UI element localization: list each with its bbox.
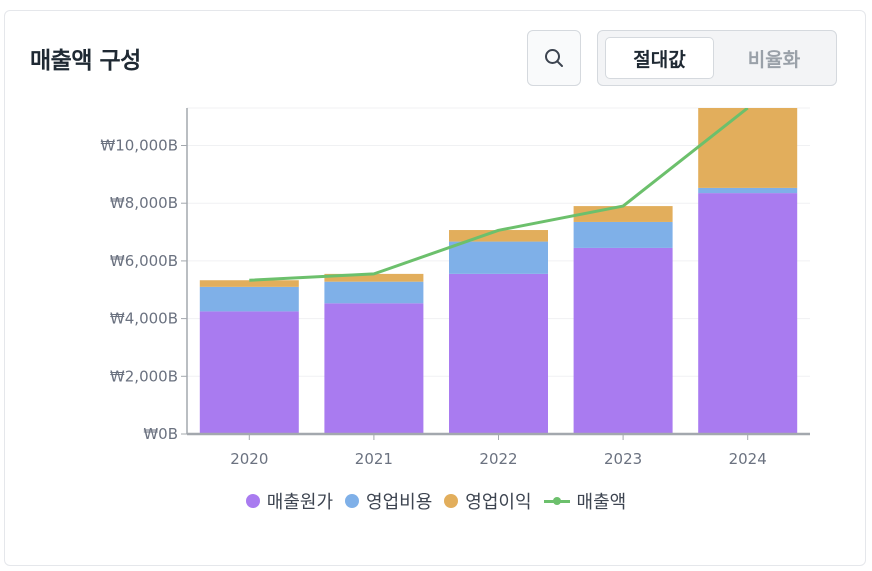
bar-profit <box>449 230 548 242</box>
bar-profit <box>199 280 299 287</box>
bar-profit <box>324 273 424 282</box>
chart-legend: 매출원가 영업비용 영업이익 매출액 <box>0 488 872 514</box>
legend-marker-cost <box>245 494 260 508</box>
legend-marker-revenue <box>543 494 570 508</box>
bar-cost <box>698 193 798 434</box>
bar-cost <box>449 273 548 434</box>
x-tick-label: 2023 <box>604 450 642 468</box>
legend-item-cost[interactable]: 매출원가 <box>245 488 334 514</box>
y-tick-label: ₩2,000B <box>110 367 178 385</box>
y-tick-label: ₩6,000B <box>110 252 178 270</box>
bar-cost <box>199 311 299 434</box>
legend-marker-opex <box>345 494 360 508</box>
view-mode-toggle: 절대값 비율화 <box>597 30 837 86</box>
line-revenue <box>249 108 749 282</box>
bar-profit <box>698 108 798 188</box>
legend-item-opex[interactable]: 영업비용 <box>345 488 432 514</box>
search-button[interactable] <box>527 30 581 86</box>
legend-line-point <box>552 497 561 505</box>
page-title: 매출액 구성 <box>30 48 141 74</box>
x-tick-label: 2020 <box>230 450 268 468</box>
bar-cost <box>573 247 673 434</box>
toggle-absolute[interactable]: 절대값 <box>605 37 714 79</box>
search-icon <box>545 49 563 67</box>
legend-label-revenue: 매출액 <box>576 492 627 513</box>
x-tick-label: 2021 <box>355 450 393 468</box>
y-tick-label: ₩8,000B <box>110 194 178 212</box>
bar-opex <box>199 286 299 312</box>
legend-label-profit: 영업이익 <box>465 492 532 513</box>
bar-opex <box>324 281 424 304</box>
toggle-normalized[interactable]: 비율화 <box>747 48 801 71</box>
bar-cost <box>324 303 424 434</box>
legend-item-revenue[interactable]: 매출액 <box>543 488 627 514</box>
bar-opex <box>698 187 798 194</box>
legend-label-cost: 매출원가 <box>266 492 334 513</box>
bar-opex <box>573 221 673 248</box>
y-tick-label: ₩4,000B <box>110 310 178 328</box>
legend-item-profit[interactable]: 영업이익 <box>444 488 532 514</box>
y-tick-label: ₩10,000B <box>100 137 178 155</box>
bar-opex <box>449 241 548 274</box>
legend-label-opex: 영업비용 <box>366 492 433 513</box>
legend-marker-profit <box>444 494 459 508</box>
x-tick-label: 2022 <box>479 450 517 468</box>
y-tick-label: ₩0B <box>143 425 178 443</box>
x-tick-label: 2024 <box>729 450 767 468</box>
